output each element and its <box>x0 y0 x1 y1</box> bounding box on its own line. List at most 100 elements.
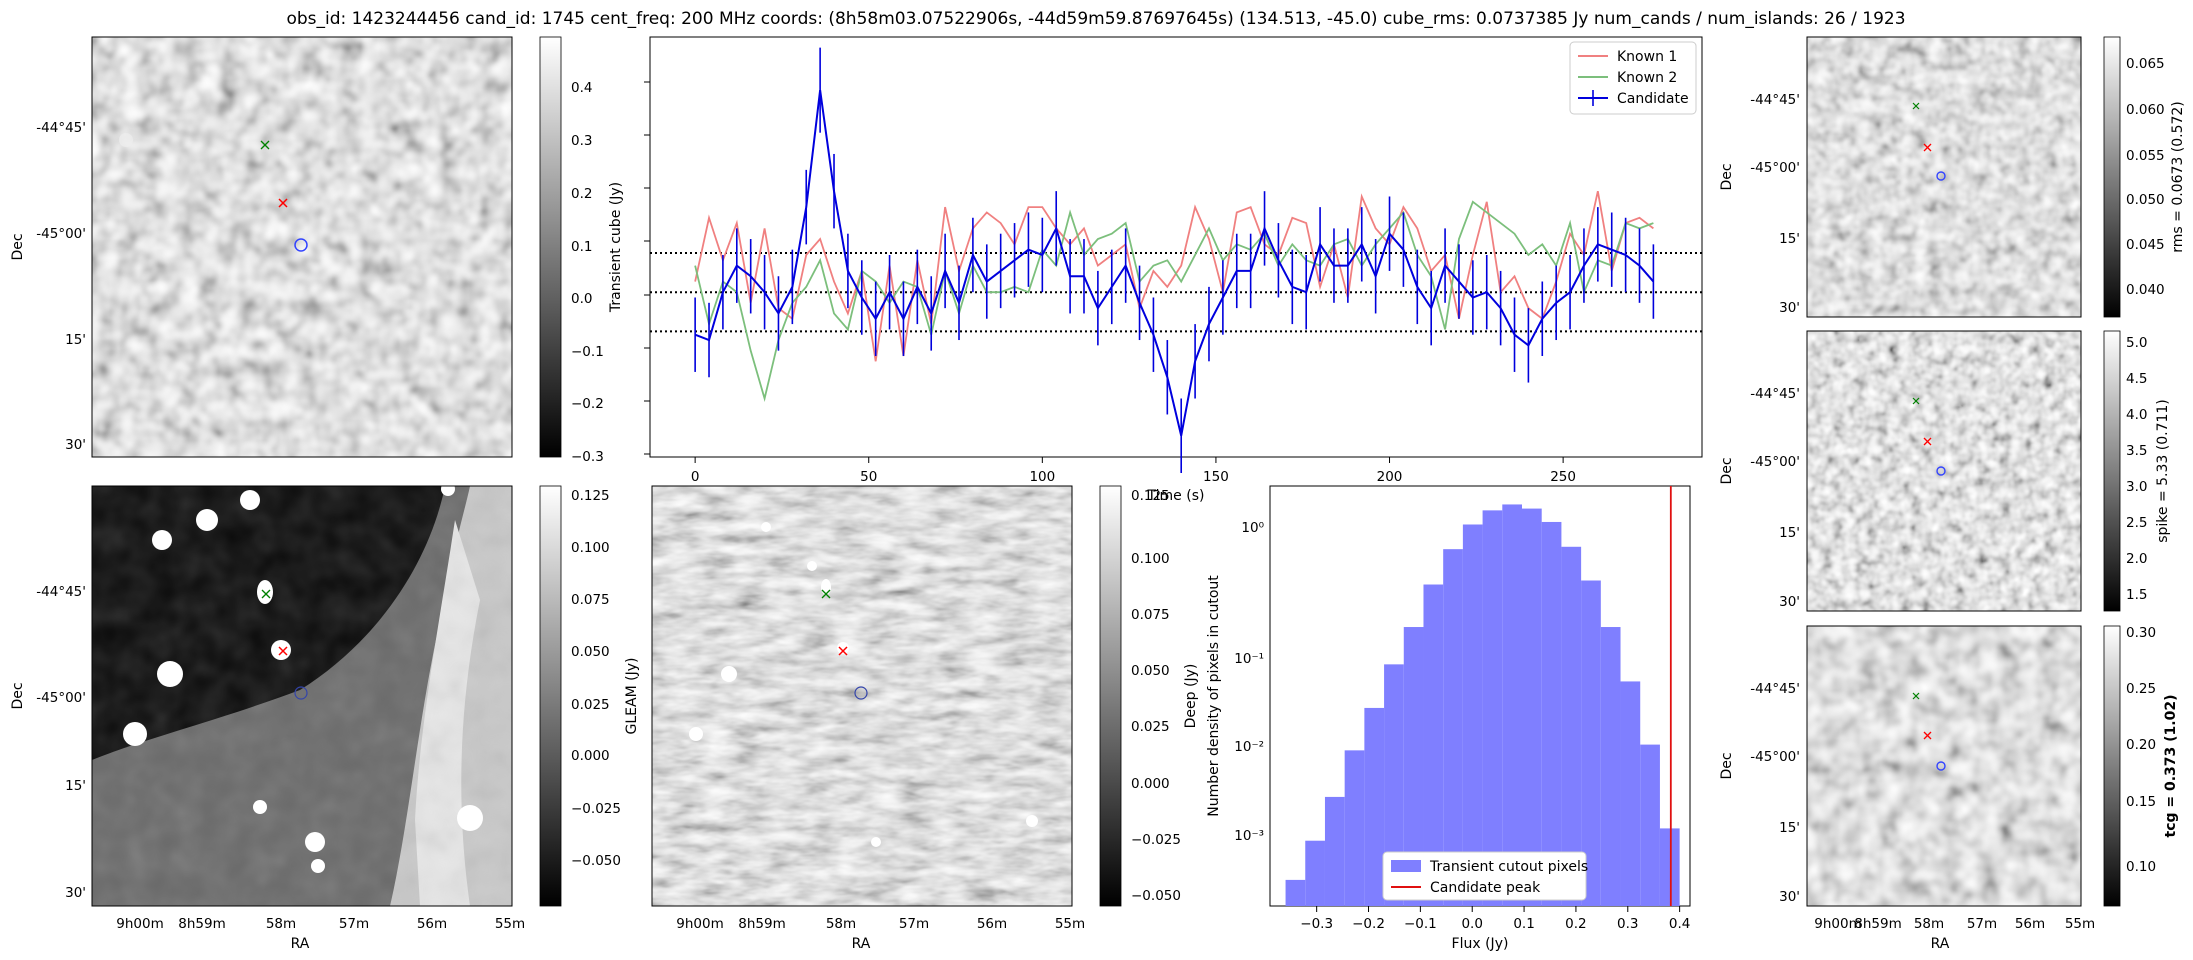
svg-text:57m: 57m <box>899 916 929 932</box>
lc-xtick-label: 200 <box>1377 469 1403 485</box>
svg-text:1.5: 1.5 <box>2126 587 2147 603</box>
svg-text:55m: 55m <box>1055 916 1085 932</box>
svg-text:55m: 55m <box>495 916 525 932</box>
hist-bar <box>1364 707 1385 906</box>
svg-text:-45°00': -45°00' <box>36 690 86 706</box>
svg-text:−0.2: −0.2 <box>571 396 604 412</box>
gleam-panel: GLEAM (Jy) 0.125 0.100 0.075 0.050 0.025… <box>624 485 1181 952</box>
deep-cbar-ticks: 0.125 0.100 0.075 0.050 0.025 0.000 −0.0… <box>571 488 621 869</box>
svg-text:−0.025: −0.025 <box>1131 832 1181 848</box>
svg-text:2.0: 2.0 <box>2126 551 2147 567</box>
legend-candidate: Candidate <box>1617 91 1689 107</box>
hist-bar <box>1403 627 1424 906</box>
svg-text:0.040: 0.040 <box>2126 282 2165 298</box>
gleam-image <box>652 486 1072 906</box>
svg-text:5.0: 5.0 <box>2126 335 2147 351</box>
tcg-image <box>1807 626 2081 906</box>
hist-bar <box>1344 750 1365 906</box>
svg-text:9h00m: 9h00m <box>676 916 723 932</box>
gleam-cbar-label: GLEAM (Jy) <box>624 658 640 735</box>
svg-text:−0.3: −0.3 <box>571 449 604 465</box>
series-known-2 <box>694 200 1654 403</box>
svg-text:0.075: 0.075 <box>571 592 610 608</box>
svg-text:0.050: 0.050 <box>1131 663 1170 679</box>
known-marker <box>260 140 270 150</box>
legend-transient-pixels: Transient cutout pixels <box>1429 859 1588 875</box>
dec-axis-label: Dec <box>10 233 26 260</box>
transient-cbar-ticks: 0.4 0.3 0.2 0.1 0.0 −0.1 −0.2 −0.3 <box>571 80 604 465</box>
hist-bar <box>1305 840 1325 906</box>
hist-bar <box>1620 681 1641 906</box>
svg-text:−0.050: −0.050 <box>571 853 621 869</box>
svg-text:58m: 58m <box>1914 916 1944 932</box>
svg-text:0.050: 0.050 <box>2126 192 2165 208</box>
svg-text:3.5: 3.5 <box>2126 443 2147 459</box>
lc-xtick-label: 0 <box>691 469 700 485</box>
hist-xtick-label: 0.3 <box>1617 916 1638 932</box>
deep-cbar-label: Deep (Jy) <box>1183 664 1199 729</box>
legend-known2: Known 2 <box>1617 70 1677 86</box>
svg-text:-45°00': -45°00' <box>1750 749 1800 765</box>
svg-text:9h00m: 9h00m <box>116 916 163 932</box>
svg-text:57m: 57m <box>1967 916 1997 932</box>
svg-text:0.025: 0.025 <box>571 697 610 713</box>
svg-text:0.065: 0.065 <box>2126 56 2165 72</box>
svg-text:0.025: 0.025 <box>1131 719 1170 735</box>
svg-text:-44°45': -44°45' <box>36 584 86 600</box>
svg-text:0.100: 0.100 <box>571 540 610 556</box>
svg-text:RA: RA <box>852 936 871 952</box>
svg-text:8h59m: 8h59m <box>1854 916 1901 932</box>
hist-bar <box>1285 879 1306 906</box>
transient-cbar-label: Transient cube (Jy) <box>608 182 624 313</box>
hist-bar <box>1324 796 1345 906</box>
hist-xtick-label: −0.3 <box>1300 916 1333 932</box>
svg-text:0.100: 0.100 <box>1131 551 1170 567</box>
spike-cbar-label: spike = 5.33 (0.711) <box>2155 399 2171 543</box>
hist-xlabel: Flux (Jy) <box>1452 936 1509 952</box>
legend-known1: Known 1 <box>1617 49 1677 65</box>
svg-text:10⁰: 10⁰ <box>1241 520 1264 536</box>
transient-panel: Transient cube (Jy) 0.4 0.3 0.2 0.1 0.0 … <box>10 36 624 465</box>
hist-bar <box>1541 521 1562 906</box>
lc-legend: Known 1 Known 2 Candidate <box>1569 41 1697 115</box>
legend-hist-swatch <box>1391 860 1421 872</box>
svg-text:56m: 56m <box>417 916 447 932</box>
svg-text:0.3: 0.3 <box>571 133 592 149</box>
svg-text:30': 30' <box>1779 300 1800 316</box>
svg-text:-44°45': -44°45' <box>1750 92 1800 108</box>
hist-xtick-label: −0.2 <box>1352 916 1385 932</box>
svg-text:Dec: Dec <box>1719 457 1735 484</box>
ra-axis-label: RA <box>291 936 310 952</box>
svg-text:RA: RA <box>1931 936 1950 952</box>
svg-text:10⁻¹: 10⁻¹ <box>1234 651 1264 667</box>
svg-text:0.4: 0.4 <box>571 80 592 96</box>
svg-text:30': 30' <box>1779 889 1800 905</box>
svg-text:0.25: 0.25 <box>2126 681 2156 697</box>
hist-bar <box>1443 549 1463 906</box>
svg-text:15': 15' <box>65 778 86 794</box>
spike-image <box>1807 331 2081 611</box>
svg-text:0.060: 0.060 <box>2126 102 2165 118</box>
svg-text:56m: 56m <box>2015 916 2045 932</box>
svg-text:Dec: Dec <box>10 682 26 709</box>
series-candidate <box>694 90 1655 436</box>
lc-xtick-label: 50 <box>860 469 877 485</box>
hist-legend: Transient cutout pixels Candidate peak <box>1382 851 1588 901</box>
hist-xtick-label: 0.0 <box>1461 916 1482 932</box>
svg-text:0.125: 0.125 <box>1131 488 1170 504</box>
rms-panel: rms = 0.0673 (0.572) 0.065 0.060 0.055 0… <box>1719 36 2186 318</box>
hist-ylabel: Number density of pixels in cutout <box>1206 575 1222 817</box>
spike-panel: spike = 5.33 (0.711) 5.0 4.5 4.0 3.5 3.0… <box>1719 330 2171 612</box>
svg-text:30': 30' <box>65 437 86 453</box>
deep-panel: Deep (Jy) 0.125 0.100 0.075 0.050 0.025 … <box>10 482 1199 952</box>
hist-bar <box>1522 508 1542 906</box>
svg-text:58m: 58m <box>826 916 856 932</box>
hist-bar <box>1384 664 1404 906</box>
svg-text:Dec: Dec <box>1719 752 1735 779</box>
svg-text:−0.1: −0.1 <box>571 344 604 360</box>
svg-text:0.075: 0.075 <box>1131 607 1170 623</box>
hist-xtick-label: 0.4 <box>1669 916 1690 932</box>
hist-xtick-label: 0.1 <box>1513 916 1534 932</box>
hist-bar <box>1600 627 1621 906</box>
histogram-chart: −0.3 −0.2 −0.1 0.0 0.1 0.2 0.3 0.4 10⁰ 10⁻¹ 10⁻… <box>1206 485 1691 952</box>
